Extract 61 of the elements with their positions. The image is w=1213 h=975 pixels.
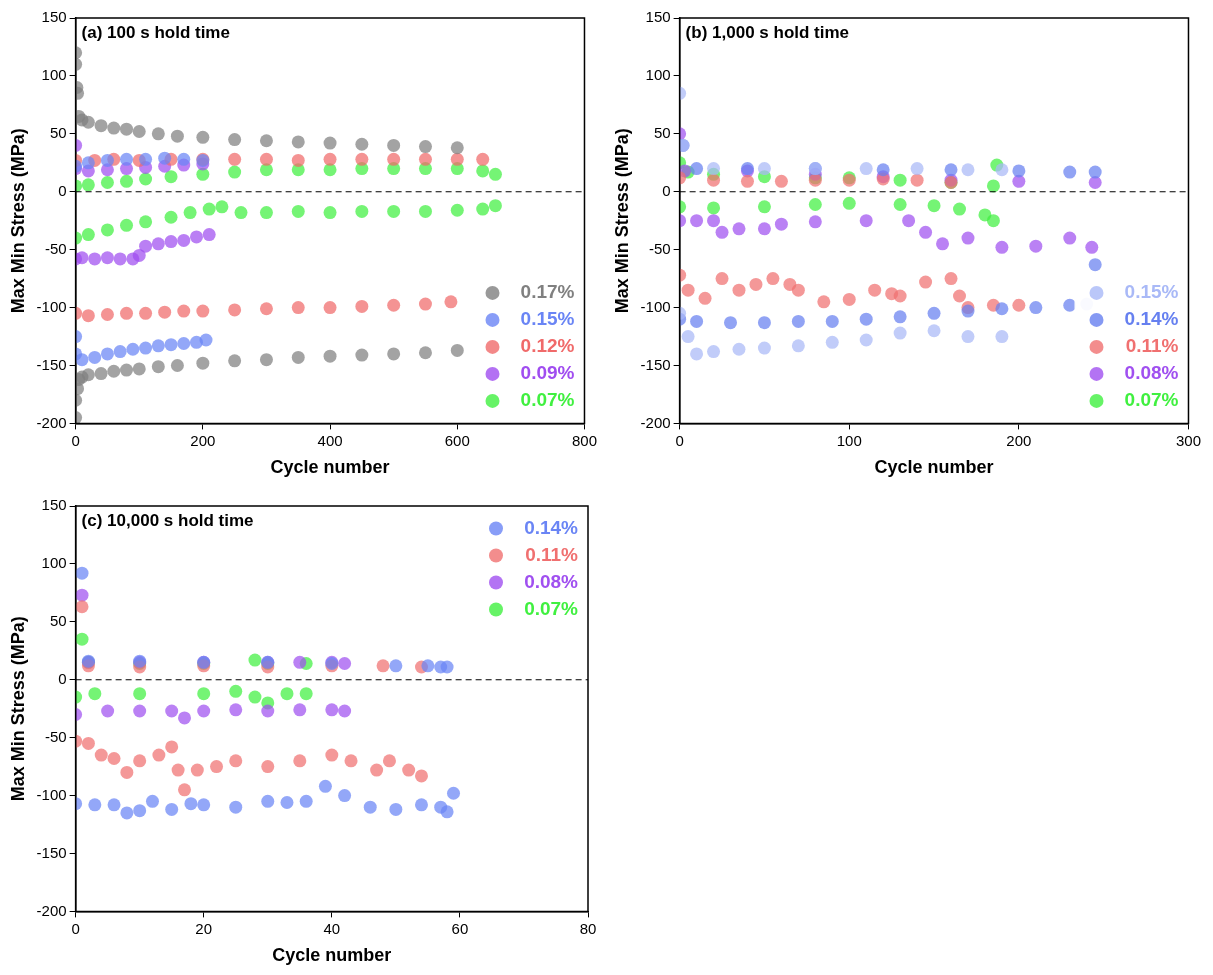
legend-label: 0.09% (520, 362, 575, 384)
chart-title: (a) 100 s hold time (81, 23, 230, 43)
legend-label: 0.15% (520, 308, 575, 330)
y-tick-label: -150 (36, 843, 67, 861)
x-tick-label: 0 (71, 431, 80, 449)
y-tick-label: -100 (36, 297, 67, 315)
x-axis-title: Cycle number (272, 945, 392, 966)
x-tick-label: 40 (323, 919, 341, 937)
y-axis-title: Max Min Stress (MPa) (611, 128, 632, 314)
x-tick-label: 400 (317, 431, 343, 449)
y-tick-label: -150 (640, 355, 671, 373)
y-tick-label: 100 (645, 66, 671, 84)
y-tick-label: -100 (36, 785, 67, 803)
x-tick-label: 0 (71, 919, 80, 937)
y-tick-label: -50 (44, 727, 67, 745)
legend-label: 0.08% (524, 570, 579, 592)
legend-label: 0.14% (1124, 308, 1179, 330)
y-tick-label: 0 (662, 181, 671, 199)
y-tick-label: 150 (41, 496, 67, 514)
y-tick-label: -200 (36, 413, 67, 431)
y-tick-label: -200 (36, 901, 67, 919)
y-tick-label: 50 (49, 123, 67, 141)
legend-label: 0.15% (1124, 281, 1179, 303)
y-axis-title: Max Min Stress (MPa) (7, 128, 28, 314)
x-tick-label: 200 (190, 431, 216, 449)
x-tick-label: 20 (195, 919, 213, 937)
x-tick-label: 60 (451, 919, 469, 937)
x-axis-title: Cycle number (270, 457, 390, 478)
legend-label: 0.14% (524, 516, 579, 538)
y-tick-label: 0 (58, 181, 67, 199)
x-tick-label: 800 (571, 431, 597, 449)
x-axis-title: Cycle number (874, 457, 994, 478)
y-tick-label: 150 (41, 8, 67, 26)
legend-label: 0.11% (525, 543, 579, 565)
y-tick-label: 50 (49, 611, 67, 629)
y-tick-label: -50 (44, 239, 67, 257)
y-tick-label: -100 (640, 297, 671, 315)
x-tick-label: 300 (1175, 431, 1201, 449)
x-tick-label: 100 (836, 431, 862, 449)
y-axis-title: Max Min Stress (MPa) (7, 616, 28, 802)
y-tick-label: -200 (640, 413, 671, 431)
y-tick-label: -150 (36, 355, 67, 373)
x-tick-label: 200 (1006, 431, 1032, 449)
x-tick-label: 0 (675, 431, 684, 449)
y-tick-label: 0 (58, 669, 67, 687)
x-tick-label: 80 (579, 919, 597, 937)
legend-label: 0.17% (520, 281, 575, 303)
chart-title: (b) 1,000 s hold time (685, 23, 850, 43)
x-tick-label: 600 (444, 431, 470, 449)
y-tick-label: 50 (653, 123, 671, 141)
y-tick-label: -50 (648, 239, 671, 257)
legend-label: 0.07% (524, 597, 579, 619)
y-tick-label: 100 (41, 554, 67, 572)
y-tick-label: 150 (645, 8, 671, 26)
chart-title: (c) 10,000 s hold time (81, 511, 254, 531)
legend-label: 0.07% (520, 389, 575, 411)
legend-label: 0.08% (1124, 362, 1179, 384)
legend-label: 0.07% (1124, 389, 1179, 411)
legend-label: 0.12% (520, 335, 575, 357)
y-tick-label: 100 (41, 66, 67, 84)
legend-label: 0.11% (1125, 335, 1179, 357)
